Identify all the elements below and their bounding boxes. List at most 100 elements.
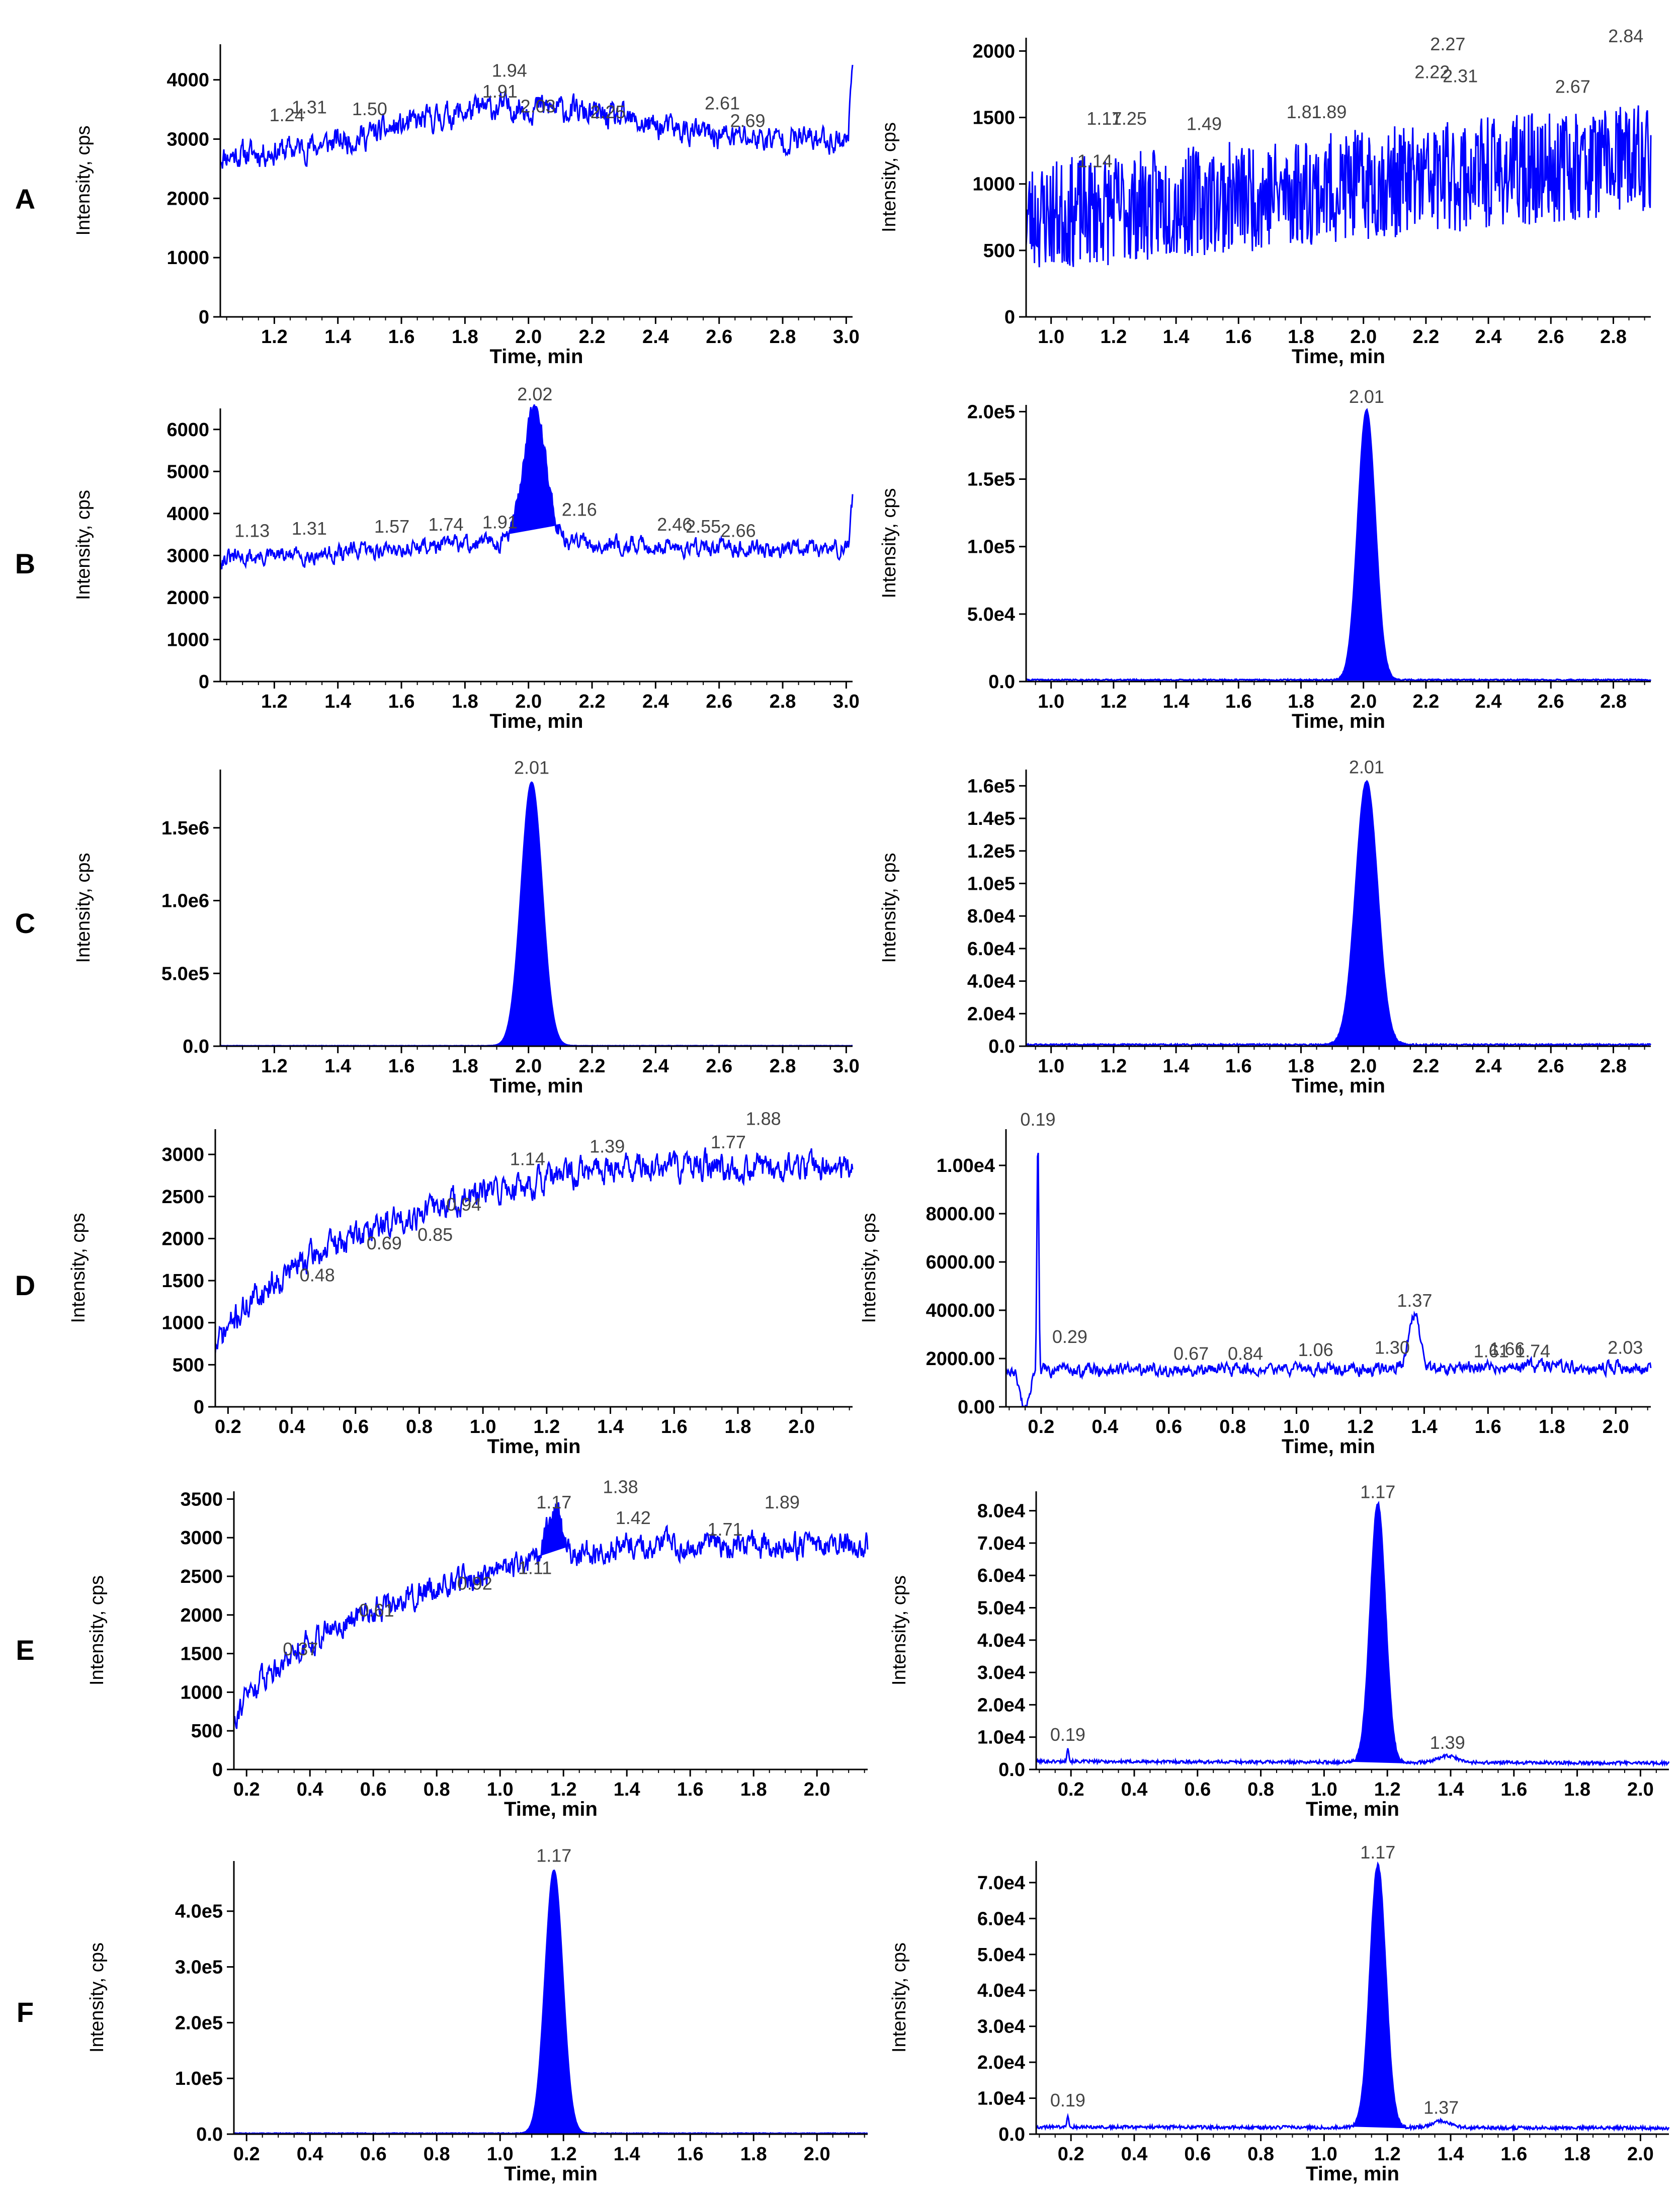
x-tick-label: 1.6: [1225, 1056, 1252, 1077]
x-axis-title: Time, min: [504, 1798, 598, 1820]
x-tick-label: 1.2: [550, 1779, 577, 1800]
peak-annotation: 1.31: [292, 97, 327, 118]
peak-annotation: 2.01: [1349, 756, 1384, 777]
y-tick-label: 0.0: [988, 1036, 1015, 1057]
panel-f-left: 0.0 1.0e5 2.0e5 3.0e5 4.0e5 0.2 0.4 0.6 0.8 1.0 1.…: [87, 1845, 868, 2185]
x-tick-label: 1.0: [1311, 2144, 1337, 2165]
x-tick-label: 0.2: [1028, 1416, 1054, 1438]
peak-annotation: 1.17: [536, 1845, 571, 1866]
row-label-c: C: [15, 907, 35, 939]
x-tick-label: 1.2: [261, 326, 288, 348]
row-label-b: B: [15, 548, 35, 579]
y-tick-label: 1.0e5: [967, 873, 1015, 894]
peak-annotation: 2.31: [1443, 65, 1478, 86]
peak-annotation: 0.84: [1228, 1343, 1263, 1364]
x-tick-label: 2.4: [1475, 1056, 1502, 1077]
peak-annotation: 2.02: [517, 384, 552, 404]
x-tick-label: 2.6: [706, 326, 732, 348]
trace-line: [219, 64, 854, 169]
y-tick-label: 6.0e4: [977, 1908, 1025, 1929]
x-tick-label: 1.8: [1539, 1416, 1565, 1438]
x-tick-label: 3.0: [833, 691, 860, 712]
x-axis-title: Time, min: [1292, 1075, 1385, 1097]
y-tick-label: 8.0e4: [967, 906, 1015, 927]
y-tick-label: 1.2e5: [967, 841, 1015, 862]
y-tick-label: 0: [212, 1759, 223, 1781]
panel-a-left: 0 1000 2000 3000 4000 1.2 1.4 1.6 1.8 2.0 2.2 2.4 2.…: [73, 44, 860, 368]
x-tick-label: 0.8: [406, 1416, 433, 1438]
y-axis-title: Intensity, cps: [889, 1942, 910, 2053]
y-tick-label: 7.0e4: [977, 1533, 1025, 1554]
peak-annotation: 2.61: [705, 93, 740, 113]
x-tick-label: 0.4: [1091, 1416, 1118, 1438]
x-tick-label: 2.6: [706, 691, 732, 712]
x-tick-label: 2.4: [1475, 326, 1502, 348]
y-tick-label: 2500: [180, 1566, 223, 1587]
peak-annotation: 0.92: [457, 1573, 492, 1593]
y-axis-title: Intensity, cps: [879, 488, 900, 599]
trace-line: [1025, 780, 1652, 1048]
y-tick-label: 5000: [166, 461, 209, 482]
y-tick-label: 6000: [166, 419, 209, 441]
peak-annotation: 1.88: [746, 1108, 781, 1129]
y-axis-title: Intensity, cps: [879, 853, 900, 963]
x-tick-label: 1.6: [1500, 2144, 1527, 2165]
x-tick-label: 2.8: [1600, 691, 1627, 712]
y-tick-label: 500: [983, 240, 1015, 262]
x-tick-label: 0.4: [297, 2144, 323, 2165]
peak-annotation: 2.03: [1608, 1337, 1643, 1358]
y-tick-label: 500: [191, 1721, 223, 1742]
y-tick-label: 2500: [161, 1187, 204, 1208]
peak-annotation: 1.17: [536, 1492, 571, 1512]
x-tick-label: 0.6: [360, 1779, 387, 1800]
peak-annotation: 2.22: [1414, 62, 1450, 82]
peak-annotation: 1.14: [510, 1149, 545, 1169]
peak-annotation: 1.06: [1298, 1339, 1333, 1360]
peak-annotation: 1.49: [1187, 114, 1222, 134]
peak-annotation: 1.30: [1375, 1337, 1410, 1358]
x-tick-label: 1.6: [677, 1779, 704, 1800]
y-tick-label: 0.0: [998, 1759, 1025, 1781]
y-tick-label: 4.0e5: [175, 1901, 223, 1922]
y-tick-label: 3.0e4: [977, 1662, 1025, 1683]
x-tick-label: 3.0: [833, 1056, 860, 1077]
peak-annotation: 0.19: [1020, 1109, 1055, 1130]
y-tick-label: 5.0e4: [977, 1945, 1025, 1966]
y-axis-title: Intensity, cps: [73, 126, 94, 236]
y-tick-label: 8.0e4: [977, 1501, 1025, 1522]
peak-annotation: 1.81: [1287, 102, 1322, 122]
panel-c-right: 0.0 2.0e4 4.0e4 6.0e4 8.0e4 1.0e5 1.2e5 1.4e5 1.…: [879, 756, 1652, 1097]
x-tick-label: 1.8: [1288, 1056, 1314, 1077]
x-axis-title: Time, min: [504, 2163, 598, 2185]
peak-annotation: 1.37: [1397, 1290, 1432, 1311]
peak-annotation: 0.94: [446, 1194, 481, 1215]
x-tick-label: 0.6: [1184, 2144, 1211, 2165]
trace-line: [1025, 408, 1652, 682]
peak-annotation: 2.84: [1608, 26, 1643, 46]
peak-annotation: 1.66: [1489, 1338, 1525, 1359]
peak-annotation: 1.25: [1112, 108, 1147, 129]
y-tick-label: 3000: [166, 129, 209, 150]
x-tick-label: 0.2: [233, 2144, 260, 2165]
x-axis-title: Time, min: [1282, 1435, 1375, 1458]
y-axis-title: Intensity, cps: [73, 853, 94, 963]
x-tick-label: 1.6: [1225, 691, 1252, 712]
x-tick-label: 1.8: [1288, 691, 1314, 712]
trace-line: [214, 1147, 854, 1354]
y-tick-label: 2000: [166, 587, 209, 609]
x-tick-label: 1.4: [1163, 691, 1190, 712]
y-tick-label: 4000: [166, 70, 209, 91]
y-axis-title: Intensity, cps: [68, 1213, 89, 1323]
x-tick-label: 2.0: [515, 1056, 542, 1077]
peak-annotation: 2.27: [1430, 34, 1465, 54]
y-axis-title: Intensity, cps: [889, 1575, 910, 1685]
x-tick-label: 2.6: [706, 1056, 732, 1077]
row-label-a: A: [15, 183, 35, 215]
peak-annotation: 1.38: [603, 1476, 638, 1497]
x-tick-label: 2.4: [1475, 691, 1502, 712]
peak-annotation: 1.11: [518, 1558, 552, 1578]
trace-line: [1005, 1152, 1652, 1408]
x-tick-label: 0.6: [1155, 1416, 1182, 1438]
peak-annotation: 2.66: [721, 520, 756, 541]
